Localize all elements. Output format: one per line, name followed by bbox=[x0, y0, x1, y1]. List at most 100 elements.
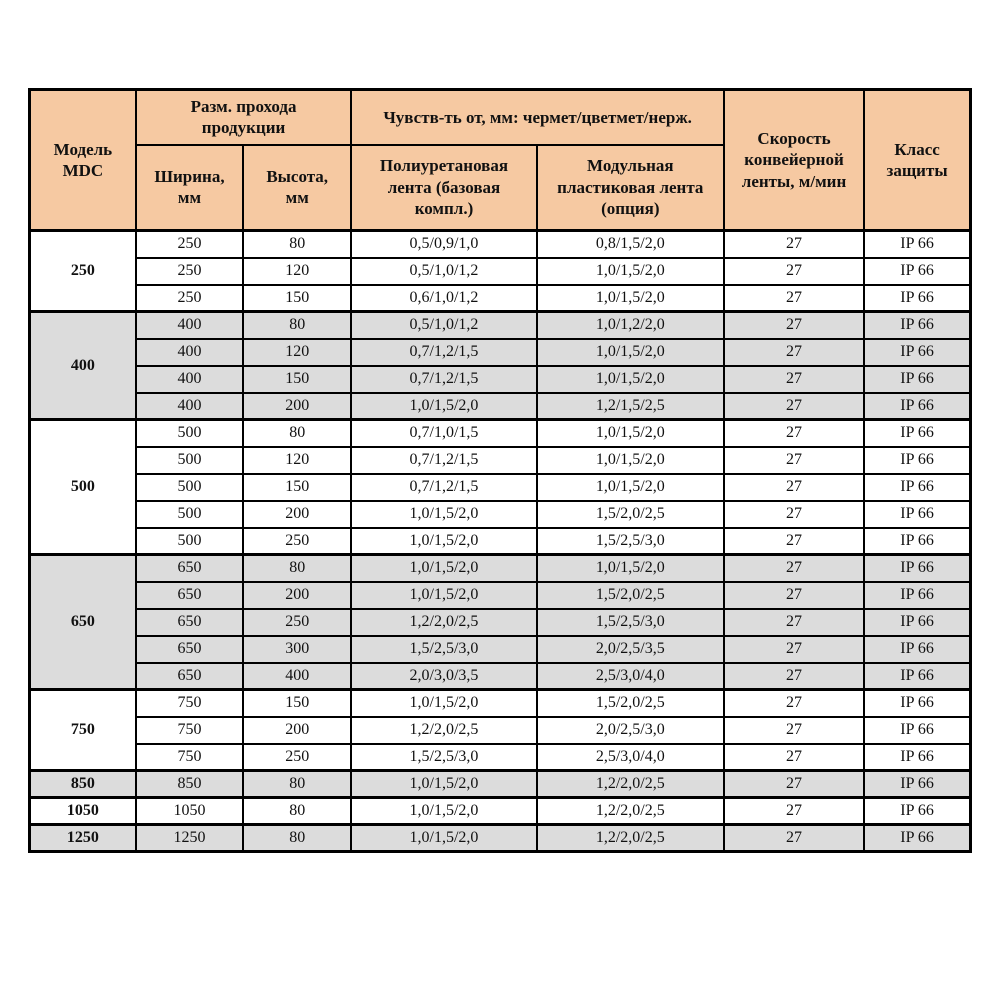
modular-cell: 1,2/2,0/2,5 bbox=[535, 769, 725, 799]
protection-cell: IP 66 bbox=[863, 310, 972, 340]
width-cell: 750 bbox=[134, 688, 245, 718]
pu-cell: 0,7/1,2/1,5 bbox=[350, 364, 538, 394]
modular-cell: 1,0/1,5/2,0 bbox=[535, 364, 725, 394]
modular-cell: 1,0/1,5/2,0 bbox=[535, 553, 725, 583]
table-row: 250 150 0,6/1,0/1,2 1,0/1,5/2,0 27 IP 66 bbox=[30, 283, 972, 313]
pu-cell: 1,0/1,5/2,0 bbox=[350, 526, 538, 556]
width-cell: 500 bbox=[134, 526, 245, 556]
width-cell: 250 bbox=[134, 283, 245, 313]
speed-cell: 27 bbox=[722, 742, 866, 772]
width-cell: 400 bbox=[134, 364, 245, 394]
width-cell: 750 bbox=[134, 715, 245, 745]
model-cell: 750 bbox=[28, 688, 137, 772]
width-cell: 500 bbox=[134, 445, 245, 475]
protection-cell: IP 66 bbox=[863, 796, 972, 826]
height-cell: 200 bbox=[242, 715, 353, 745]
modular-cell: 1,0/1,5/2,0 bbox=[535, 418, 725, 448]
pu-cell: 1,5/2,5/3,0 bbox=[350, 742, 538, 772]
protection-cell: IP 66 bbox=[863, 553, 972, 583]
height-cell: 80 bbox=[242, 796, 353, 826]
speed-cell: 27 bbox=[722, 283, 866, 313]
table-row: 500 200 1,0/1,5/2,0 1,5/2,0/2,5 27 IP 66 bbox=[30, 499, 972, 529]
modular-cell: 1,0/1,5/2,0 bbox=[535, 445, 725, 475]
pu-cell: 1,0/1,5/2,0 bbox=[350, 769, 538, 799]
speed-cell: 27 bbox=[722, 472, 866, 502]
table-row: 500 250 1,0/1,5/2,0 1,5/2,5/3,0 27 IP 66 bbox=[30, 526, 972, 556]
table-row: 250 250 80 0,5/0,9/1,0 0,8/1,5/2,0 27 IP 66 bbox=[28, 229, 972, 313]
protection-cell: IP 66 bbox=[863, 661, 972, 691]
width-cell: 250 bbox=[134, 229, 245, 259]
pu-cell: 2,0/3,0/3,5 bbox=[350, 661, 538, 691]
height-cell: 120 bbox=[242, 256, 353, 286]
pu-cell: 1,0/1,5/2,0 bbox=[350, 796, 538, 826]
pu-cell: 0,5/1,0/1,2 bbox=[350, 310, 538, 340]
modular-cell: 1,5/2,0/2,5 bbox=[535, 688, 725, 718]
model-cell: 1250 bbox=[28, 823, 137, 853]
protection-cell: IP 66 bbox=[863, 283, 972, 313]
table-row: 850 850 80 1,0/1,5/2,0 1,2/2,0/2,5 27 IP 66 bbox=[28, 769, 972, 799]
table-row: 650 250 1,2/2,0/2,5 1,5/2,5/3,0 27 IP 66 bbox=[30, 607, 972, 637]
model-cell: 1050 bbox=[28, 796, 137, 826]
table-row: 650 400 2,0/3,0/3,5 2,5/3,0/4,0 27 IP 66 bbox=[30, 661, 972, 691]
modular-cell: 1,0/1,5/2,0 bbox=[535, 256, 725, 286]
table-row: 1250 1250 80 1,0/1,5/2,0 1,2/2,0/2,5 27 IP 66 bbox=[28, 823, 972, 853]
height-cell: 250 bbox=[242, 526, 353, 556]
header-belt-pu: Полиуретановая лента (базовая компл.) bbox=[350, 143, 538, 232]
protection-cell: IP 66 bbox=[863, 580, 972, 610]
header-width: Ширина, мм bbox=[134, 143, 245, 232]
pu-cell: 1,0/1,5/2,0 bbox=[350, 823, 538, 853]
speed-cell: 27 bbox=[722, 445, 866, 475]
width-cell: 400 bbox=[134, 391, 245, 421]
table-body: 250 250 80 0,5/0,9/1,0 0,8/1,5/2,0 27 IP 66 250… bbox=[28, 229, 972, 853]
table-row: 500 150 0,7/1,2/1,5 1,0/1,5/2,0 27 IP 66 bbox=[30, 472, 972, 502]
height-cell: 80 bbox=[242, 310, 353, 340]
table-row: 500 500 80 0,7/1,0/1,5 1,0/1,5/2,0 27 IP 66 bbox=[28, 418, 972, 556]
model-cell: 500 bbox=[28, 418, 137, 556]
table-row: 750 750 150 1,0/1,5/2,0 1,5/2,0/2,5 27 IP 66 bbox=[28, 688, 972, 772]
modular-cell: 0,8/1,5/2,0 bbox=[535, 229, 725, 259]
table-row: 400 400 80 0,5/1,0/1,2 1,0/1,2/2,0 27 IP 66 bbox=[28, 310, 972, 421]
header-height: Высота, мм bbox=[242, 143, 353, 232]
modular-cell: 1,5/2,0/2,5 bbox=[535, 499, 725, 529]
width-cell: 500 bbox=[134, 472, 245, 502]
header-protection-class: Класс защиты bbox=[863, 88, 972, 232]
speed-cell: 27 bbox=[722, 715, 866, 745]
speed-cell: 27 bbox=[722, 688, 866, 718]
protection-cell: IP 66 bbox=[863, 499, 972, 529]
height-cell: 200 bbox=[242, 499, 353, 529]
table-row: 750 250 1,5/2,5/3,0 2,5/3,0/4,0 27 IP 66 bbox=[30, 742, 972, 772]
height-cell: 120 bbox=[242, 337, 353, 367]
protection-cell: IP 66 bbox=[863, 229, 972, 259]
protection-cell: IP 66 bbox=[863, 391, 972, 421]
header-model: Модель MDC bbox=[28, 88, 137, 232]
model-cell: 650 bbox=[28, 553, 137, 691]
pu-cell: 1,2/2,0/2,5 bbox=[350, 715, 538, 745]
modular-cell: 1,5/2,5/3,0 bbox=[535, 526, 725, 556]
pu-cell: 1,0/1,5/2,0 bbox=[350, 580, 538, 610]
speed-cell: 27 bbox=[722, 580, 866, 610]
speed-cell: 27 bbox=[722, 229, 866, 259]
protection-cell: IP 66 bbox=[863, 742, 972, 772]
spec-table: Модель MDC Разм. прохода продукции Чувст… bbox=[28, 88, 972, 853]
speed-cell: 27 bbox=[722, 553, 866, 583]
protection-cell: IP 66 bbox=[863, 769, 972, 799]
height-cell: 150 bbox=[242, 283, 353, 313]
height-cell: 80 bbox=[242, 823, 353, 853]
height-cell: 400 bbox=[242, 661, 353, 691]
speed-cell: 27 bbox=[722, 310, 866, 340]
protection-cell: IP 66 bbox=[863, 418, 972, 448]
speed-cell: 27 bbox=[722, 607, 866, 637]
table-row: 500 120 0,7/1,2/1,5 1,0/1,5/2,0 27 IP 66 bbox=[30, 445, 972, 475]
header-belt-speed: Скорость конвейерной ленты, м/мин bbox=[722, 88, 866, 232]
pu-cell: 1,0/1,5/2,0 bbox=[350, 499, 538, 529]
modular-cell: 2,0/2,5/3,0 bbox=[535, 715, 725, 745]
protection-cell: IP 66 bbox=[863, 634, 972, 664]
protection-cell: IP 66 bbox=[863, 256, 972, 286]
width-cell: 1250 bbox=[134, 823, 245, 853]
modular-cell: 1,5/2,5/3,0 bbox=[535, 607, 725, 637]
modular-cell: 1,0/1,5/2,0 bbox=[535, 337, 725, 367]
speed-cell: 27 bbox=[722, 769, 866, 799]
width-cell: 650 bbox=[134, 661, 245, 691]
speed-cell: 27 bbox=[722, 391, 866, 421]
protection-cell: IP 66 bbox=[863, 688, 972, 718]
